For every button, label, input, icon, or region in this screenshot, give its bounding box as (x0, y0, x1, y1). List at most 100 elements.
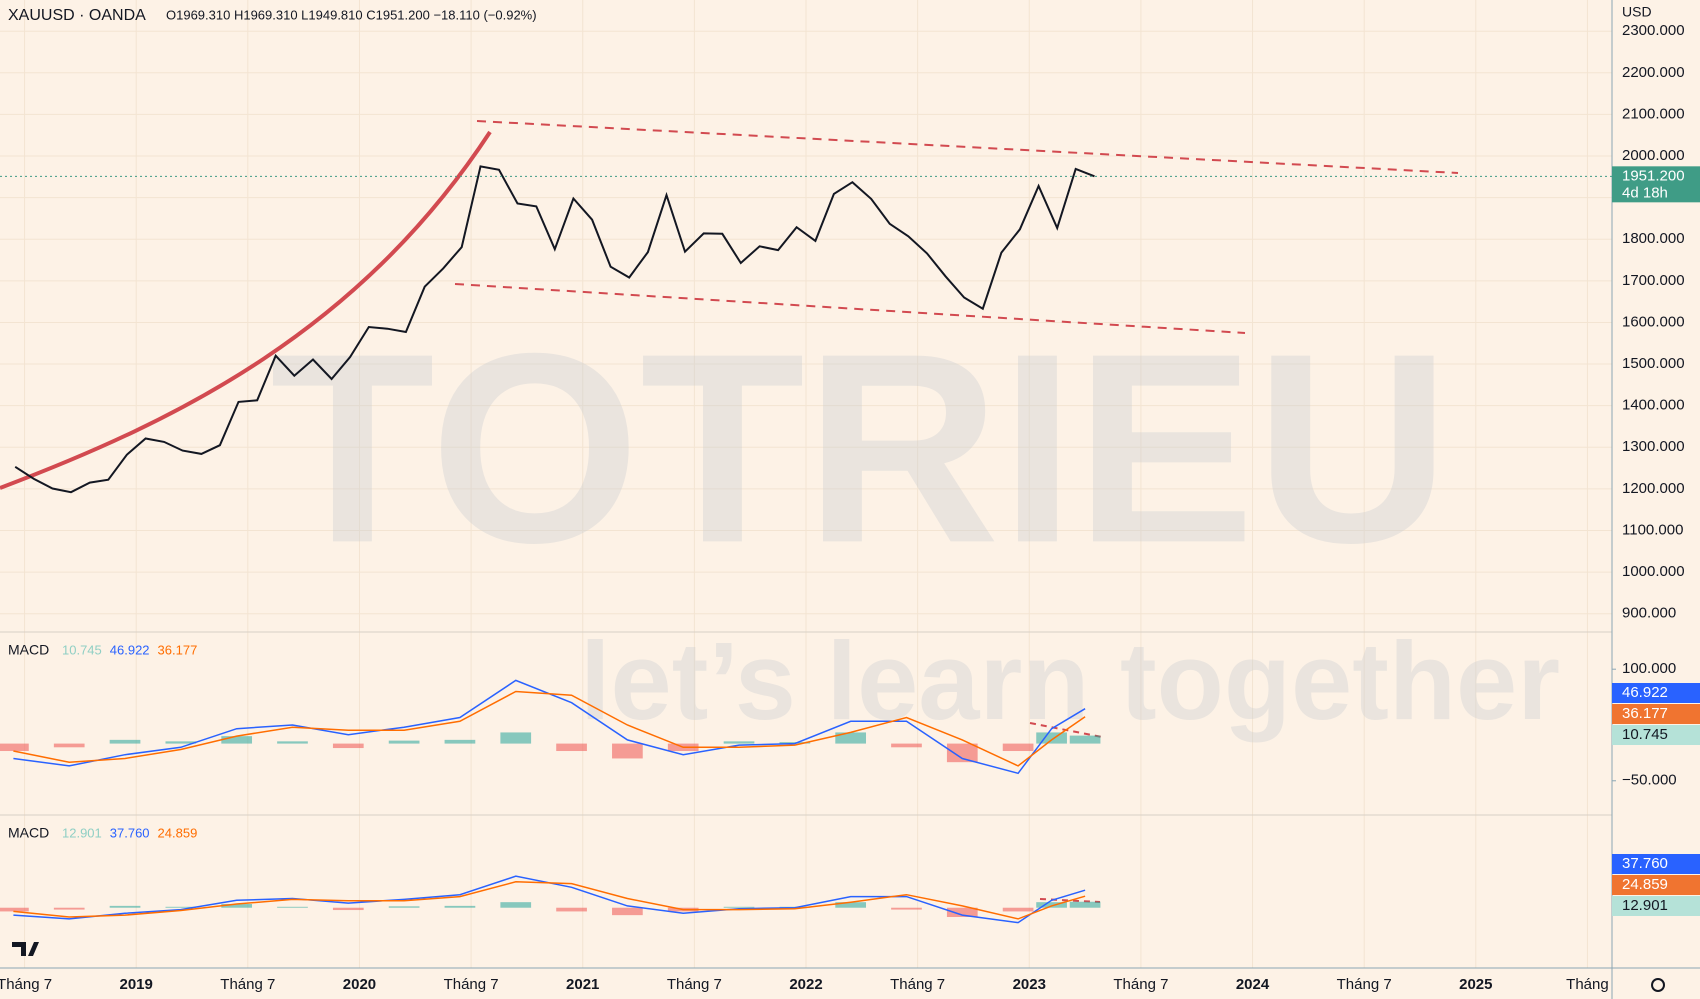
histogram-bar (388, 906, 420, 908)
y-tick-label: −50.000 (1622, 772, 1677, 789)
legend-value: 12.901 (62, 825, 102, 840)
x-tick-label: Tháng 7 (1337, 976, 1392, 993)
histogram-bar (388, 740, 420, 744)
histogram-bar (946, 743, 978, 763)
histogram-bar (946, 907, 978, 917)
symbol: XAUUSD · OANDA (8, 7, 146, 24)
channel-upper (476, 120, 1459, 174)
y-tick-label: 1100.000 (1622, 521, 1683, 538)
y-tick-label: 2000.000 (1622, 147, 1685, 164)
y-tick-label: 1000.000 (1622, 563, 1685, 580)
grid (0, 0, 1612, 968)
currency: USD (1622, 4, 1652, 20)
histogram-bar (109, 739, 141, 744)
histogram-bar (835, 902, 867, 908)
watermark-brand: TOTRIEU (270, 298, 1450, 599)
tradingview-logo[interactable] (12, 942, 39, 956)
y-tick-label: 2300.000 (1622, 22, 1685, 39)
y-tick-label: 2100.000 (1622, 105, 1685, 122)
settings-button[interactable] (1651, 978, 1665, 992)
x-tick-label: Tháng (1566, 976, 1609, 993)
histogram-bar (723, 741, 755, 744)
histogram-bar (612, 743, 643, 759)
y-tick-label: 2200.000 (1622, 64, 1685, 81)
y-tick-label: 1600.000 (1622, 313, 1685, 330)
x-tick-label: 2021 (566, 976, 599, 993)
y-tick-label: 1400.000 (1622, 397, 1685, 414)
histogram-bar (444, 905, 476, 908)
x-tick-label: Tháng 7 (667, 976, 722, 993)
histogram-bar (0, 743, 29, 752)
value-box-label: 24.859 (1622, 876, 1668, 893)
countdown: 4d 18h (1622, 184, 1668, 201)
x-tick-label: 2022 (789, 976, 822, 993)
histogram-bar (1002, 743, 1034, 752)
histogram-bar (1002, 907, 1034, 912)
x-tick-label: 2020 (343, 976, 376, 993)
histogram-bar (332, 743, 364, 749)
macd-line (13, 881, 1086, 920)
macd-line (13, 690, 1086, 767)
histogram-bar (891, 907, 922, 910)
value-box-label: 12.901 (1622, 897, 1668, 914)
value-box-label: 36.177 (1622, 705, 1668, 722)
legend-value: 10.745 (62, 642, 102, 657)
histogram-bar (0, 907, 29, 912)
trend-curve (0, 130, 492, 490)
histogram-bar (1036, 902, 1067, 908)
value-box (1612, 683, 1700, 703)
legend-value: 46.922 (110, 642, 150, 657)
histogram-bar (1069, 735, 1101, 744)
histogram-bar (723, 906, 755, 908)
x-tick-label: Tháng 7 (1113, 976, 1168, 993)
histogram-bar (221, 904, 253, 908)
plot: Tháng 7 2019 Tháng 7 2020 Tháng 7 2021 Tháng 7… (0, 22, 1700, 993)
pane-title: MACD (8, 825, 49, 841)
watermark-slogan: let’s learn together (580, 620, 1560, 743)
histogram-bar (1069, 901, 1101, 908)
x-tick-label: Tháng 7 (890, 976, 945, 993)
histogram-bar (444, 739, 476, 744)
histogram-bar (109, 905, 141, 908)
histogram-bar (221, 736, 253, 744)
x-tick-label: 2024 (1236, 976, 1270, 993)
x-tick-label: Tháng 7 (220, 976, 275, 993)
histogram-bar (612, 907, 643, 916)
x-tick-label: Tháng 7 (444, 976, 499, 993)
value-box (1612, 896, 1700, 916)
channel-lower (454, 283, 1246, 334)
x-tick-label: Tháng 7 (0, 976, 52, 993)
histogram-bar (277, 906, 308, 908)
last-price-label: 1951.200 (1622, 167, 1685, 184)
histogram-bar (500, 732, 532, 744)
legend-value: 24.859 (158, 825, 198, 840)
value-box (1612, 854, 1700, 874)
macd-line (13, 679, 1086, 775)
value-box (1612, 704, 1700, 724)
histogram-bar (53, 743, 85, 748)
last-price-box (1612, 166, 1700, 203)
histogram-bar (891, 743, 922, 748)
histogram-bar (53, 907, 85, 910)
legend-value: 37.760 (110, 825, 150, 840)
histogram-bar (500, 902, 532, 908)
x-tick-label: 2023 (1013, 976, 1046, 993)
histogram-bar (165, 741, 197, 744)
pane-title: MACD (8, 642, 49, 658)
histogram-bar (277, 741, 308, 744)
histogram-bar (835, 732, 867, 744)
legend-value: 36.177 (158, 642, 198, 657)
histogram-bar (165, 906, 197, 908)
x-tick-label: 2025 (1459, 976, 1492, 993)
histogram-bar (556, 907, 587, 912)
macd-line (13, 875, 1086, 924)
y-tick-label: 1800.000 (1622, 230, 1685, 247)
y-tick-label: 100.000 (1622, 660, 1676, 677)
histogram-bar (1036, 732, 1067, 744)
value-box-label: 46.922 (1622, 684, 1668, 701)
x-tick-label: 2019 (120, 976, 153, 993)
price-line (14, 165, 1095, 494)
